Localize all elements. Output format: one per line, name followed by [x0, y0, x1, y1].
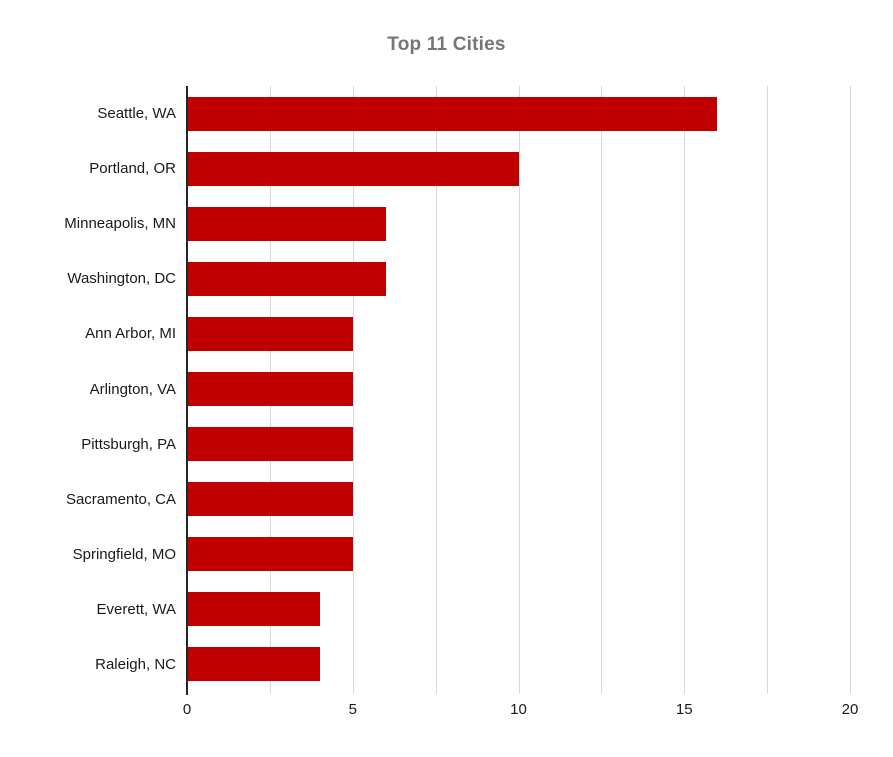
x-tick-label: 15	[675, 701, 693, 718]
bar-row	[187, 361, 850, 416]
bars-container	[187, 86, 850, 692]
category-label: Arlington, VA	[89, 380, 176, 398]
bar	[187, 151, 519, 186]
category-label: Ann Arbor, MI	[85, 325, 176, 343]
plot-area	[186, 86, 851, 695]
bar	[187, 647, 320, 682]
category-label: Seattle, WA	[97, 105, 176, 123]
x-tick-label: 0	[182, 701, 192, 718]
bar	[187, 206, 386, 241]
bar-row	[187, 196, 850, 251]
bar-row	[187, 141, 850, 196]
bar	[187, 427, 353, 462]
bar-row	[187, 637, 850, 692]
gridline-x-5	[352, 86, 354, 694]
x-tick-label: 5	[348, 701, 357, 718]
bar-row	[187, 251, 850, 306]
category-labels: Seattle, WA Portland, OR Minneapolis, MN Wa…	[0, 86, 176, 692]
x-axis-labels: 0 5 10 15 20	[183, 701, 859, 721]
gridline-x-17.5	[767, 86, 769, 694]
category-label: Pittsburgh, PA	[81, 435, 176, 453]
bar	[187, 261, 386, 296]
x-tick-label: 20	[841, 701, 859, 718]
bar-row	[187, 472, 850, 527]
bar	[187, 96, 718, 131]
chart-title: Top 11 Cities	[387, 34, 506, 55]
category-label: Springfield, MO	[72, 545, 176, 563]
x-tick-label: 10	[510, 701, 527, 718]
category-label: Raleigh, NC	[95, 655, 176, 673]
category-label: Sacramento, CA	[65, 490, 176, 508]
bar	[187, 537, 353, 572]
bar-row	[187, 417, 850, 472]
category-label: Minneapolis, MN	[64, 215, 176, 233]
gridline-x-7.5	[435, 86, 437, 694]
gridline-x-12.5	[601, 86, 603, 694]
gridline-x-10	[518, 86, 520, 694]
bar	[187, 592, 320, 627]
bar-row	[187, 86, 850, 141]
bar-row	[187, 306, 850, 361]
bar	[187, 372, 353, 407]
bar	[187, 482, 353, 517]
y-axis-line	[186, 86, 188, 695]
category-label: Washington, DC	[67, 270, 176, 288]
category-label: Portland, OR	[89, 160, 176, 178]
category-label: Everett, WA	[96, 600, 176, 618]
gridline-x-20	[850, 86, 851, 694]
bar-row	[187, 582, 850, 637]
bar	[187, 316, 353, 351]
gridline-x-15	[684, 86, 686, 694]
bar-row	[187, 527, 850, 582]
